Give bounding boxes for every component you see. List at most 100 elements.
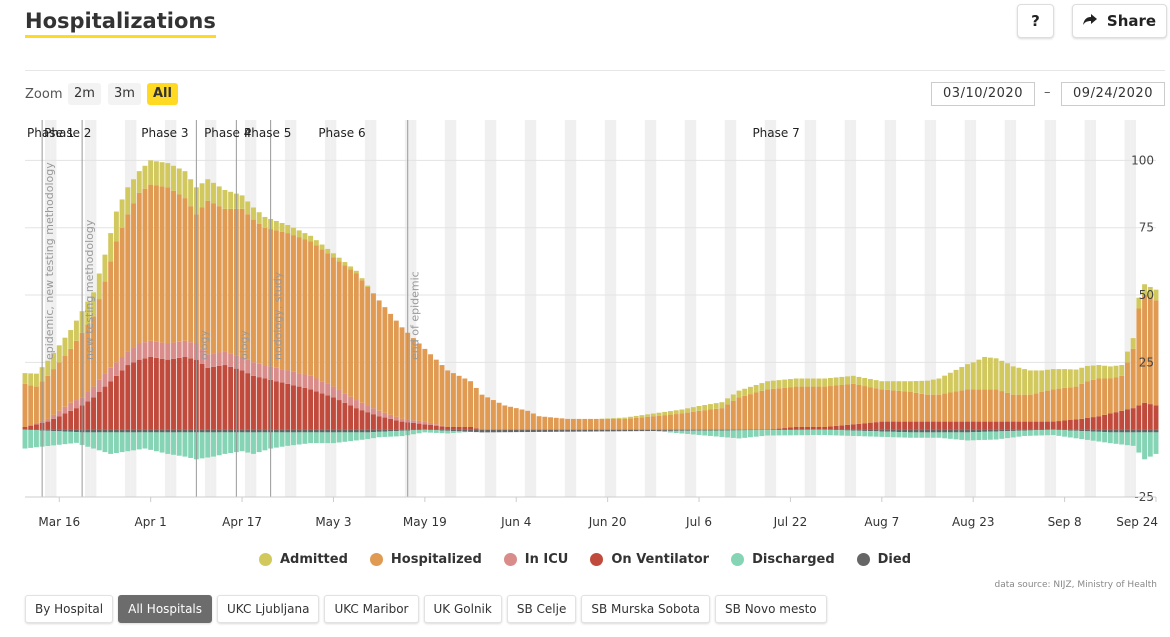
bar-in-icu	[370, 408, 376, 415]
bar-discharged	[833, 430, 839, 436]
bar-discharged	[159, 432, 165, 453]
date-from-input[interactable]: 03/10/2020	[931, 82, 1035, 106]
bar-died	[456, 429, 462, 432]
bar-hospitalized	[428, 354, 434, 423]
bar-discharged	[942, 432, 948, 439]
bar-on-ventilator	[930, 421, 936, 430]
bar-in-icu	[199, 348, 205, 364]
bar-hospitalized	[91, 316, 97, 387]
bar-died	[930, 429, 936, 433]
zoom-all-button[interactable]: All	[147, 83, 178, 105]
legend-item-admitted[interactable]: Admitted	[258, 552, 348, 567]
bar-on-ventilator	[330, 397, 336, 430]
bar-on-ventilator	[228, 366, 234, 430]
weekend-band	[50, 120, 57, 497]
bar-died	[182, 429, 188, 433]
bar-in-icu	[273, 367, 279, 382]
bar-discharged	[1027, 430, 1033, 436]
bar-died	[685, 429, 691, 431]
legend-item-in-icu[interactable]: In ICU	[503, 552, 568, 567]
bar-on-ventilator	[810, 426, 816, 430]
bar-died	[56, 429, 62, 432]
tab-uk-golnik[interactable]: UK Golnik	[423, 595, 502, 623]
bar-died	[1079, 429, 1085, 432]
bar-admitted	[907, 381, 913, 392]
bar-in-icu	[73, 400, 79, 409]
bar-in-icu	[131, 347, 136, 363]
bar-hospitalized	[171, 190, 176, 343]
bar-hospitalized	[490, 400, 496, 430]
bar-died	[302, 429, 308, 433]
hospitalizations-chart[interactable]: epidemic, new testing methodology new tes…	[0, 115, 1170, 550]
tab-sb-celje[interactable]: SB Celje	[506, 595, 577, 623]
bar-died	[553, 429, 559, 432]
bar-on-ventilator	[125, 365, 131, 430]
bar-hospitalized	[119, 227, 125, 357]
bar-died	[747, 429, 753, 431]
share-button[interactable]: Share	[1072, 4, 1167, 38]
bar-discharged	[85, 432, 91, 447]
share-label: Share	[1106, 12, 1157, 30]
bar-died	[622, 429, 628, 432]
bar-died	[502, 429, 508, 433]
x-tick-label: Jul 6	[685, 515, 712, 529]
bar-discharged	[1050, 429, 1056, 436]
tab-all-hospitals[interactable]: All Hospitals	[118, 595, 213, 623]
bar-admitted	[113, 211, 119, 242]
legend-item-discharged[interactable]: Discharged	[731, 552, 835, 567]
bar-discharged	[153, 432, 159, 452]
bar-discharged	[251, 432, 256, 454]
tab-ukc-ljubljana[interactable]: UKC Ljubljana	[217, 595, 320, 623]
bar-discharged	[336, 432, 342, 443]
bar-discharged	[827, 429, 833, 436]
bar-died	[73, 429, 79, 433]
zoom-3m-button[interactable]: 3m	[108, 83, 141, 105]
bar-died	[702, 429, 708, 431]
bar-on-ventilator	[896, 421, 902, 430]
bar-discharged	[353, 432, 359, 441]
bar-died	[559, 429, 565, 432]
bar-hospitalized	[668, 414, 673, 430]
bar-admitted	[645, 414, 651, 417]
bar-hospitalized	[176, 194, 182, 342]
bar-died	[862, 429, 868, 431]
bar-on-ventilator	[410, 422, 416, 430]
legend-item-on-ventilator[interactable]: On Ventilator	[590, 552, 709, 567]
weekend-band	[530, 120, 537, 497]
tab-sb-murska-sobota[interactable]: SB Murska Sobota	[581, 595, 711, 623]
bar-on-ventilator	[370, 414, 376, 430]
bar-died	[365, 429, 371, 433]
bar-died	[907, 429, 913, 433]
bar-admitted	[822, 378, 828, 387]
bar-in-icu	[102, 373, 108, 387]
bar-hospitalized	[388, 313, 394, 415]
tab-ukc-maribor[interactable]: UKC Maribor	[324, 595, 419, 623]
bar-hospitalized	[1067, 387, 1073, 420]
bar-died	[936, 429, 942, 433]
x-tick-label: Sep 8	[1048, 515, 1082, 529]
bar-discharged	[45, 430, 51, 447]
bar-in-icu	[433, 424, 439, 426]
weekend-band	[650, 120, 657, 497]
bar-admitted	[959, 367, 965, 391]
legend-item-died[interactable]: Died	[856, 552, 911, 567]
tab-by-hospital[interactable]: By Hospital	[25, 595, 114, 623]
phase-label: Phase 1	[27, 126, 74, 140]
bar-admitted	[1045, 369, 1050, 391]
date-to-input[interactable]: 09/24/2020	[1061, 82, 1165, 106]
legend-item-hospitalized[interactable]: Hospitalized	[369, 552, 482, 567]
zoom-2m-button[interactable]: 2m	[68, 83, 101, 105]
bar-admitted	[816, 378, 822, 387]
bar-discharged	[685, 430, 691, 434]
bar-discharged	[673, 430, 679, 433]
bar-discharged	[987, 431, 993, 440]
help-button[interactable]: ?	[1017, 4, 1054, 38]
bar-admitted	[953, 369, 959, 392]
tab-sb-novo-mesto[interactable]: SB Novo mesto	[715, 595, 827, 623]
bar-hospitalized	[1096, 378, 1102, 417]
bar-hospitalized	[462, 378, 468, 427]
bar-admitted	[205, 179, 211, 201]
bar-in-icu	[376, 410, 382, 417]
bar-admitted	[993, 358, 999, 390]
bar-hospitalized	[1147, 297, 1153, 405]
